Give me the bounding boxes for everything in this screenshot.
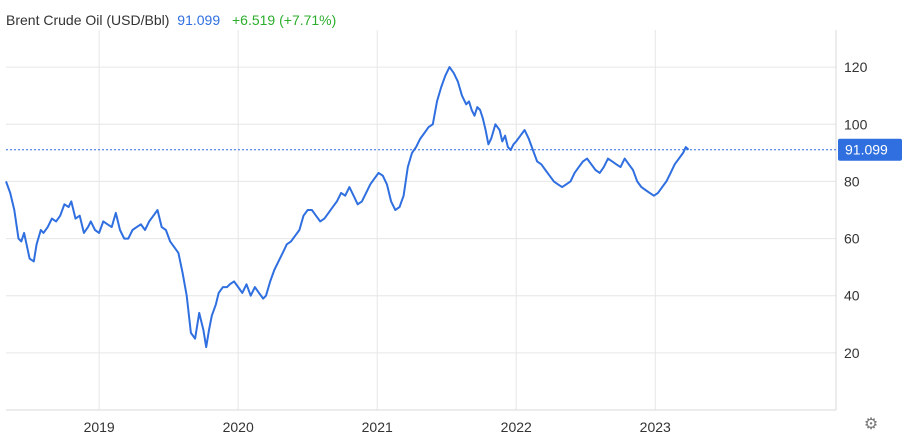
chart-header: Brent Crude Oil (USD/Bbl) 91.099 +6.519 …: [6, 12, 336, 28]
y-tick-label: 120: [844, 59, 868, 75]
y-tick-label: 20: [844, 345, 860, 361]
last-price-tag: 91.099: [838, 138, 902, 161]
y-tick-label: 40: [844, 288, 860, 304]
x-axis-labels: 2019 2020 2021 2022 2023: [84, 419, 671, 435]
y-tick-label: 60: [844, 231, 860, 247]
chart-title: Brent Crude Oil (USD/Bbl): [6, 12, 170, 28]
grid-lines: [6, 30, 837, 411]
x-tick-label: 2021: [362, 419, 393, 435]
series-line: [5, 66, 690, 349]
last-price-label: 91.099: [845, 142, 888, 158]
x-tick-label: 2023: [640, 419, 671, 435]
x-tick-label: 2019: [84, 419, 115, 435]
x-tick-label: 2022: [501, 419, 532, 435]
y-tick-label: 80: [844, 173, 860, 189]
x-tick-label: 2020: [223, 419, 254, 435]
price-change: +6.519 (+7.71%): [232, 12, 337, 28]
current-price: 91.099: [177, 12, 221, 28]
y-axis-labels: 20 40 60 80 100 120: [844, 59, 868, 361]
gear-icon[interactable]: ⚙: [863, 416, 879, 433]
y-tick-label: 100: [844, 116, 868, 132]
